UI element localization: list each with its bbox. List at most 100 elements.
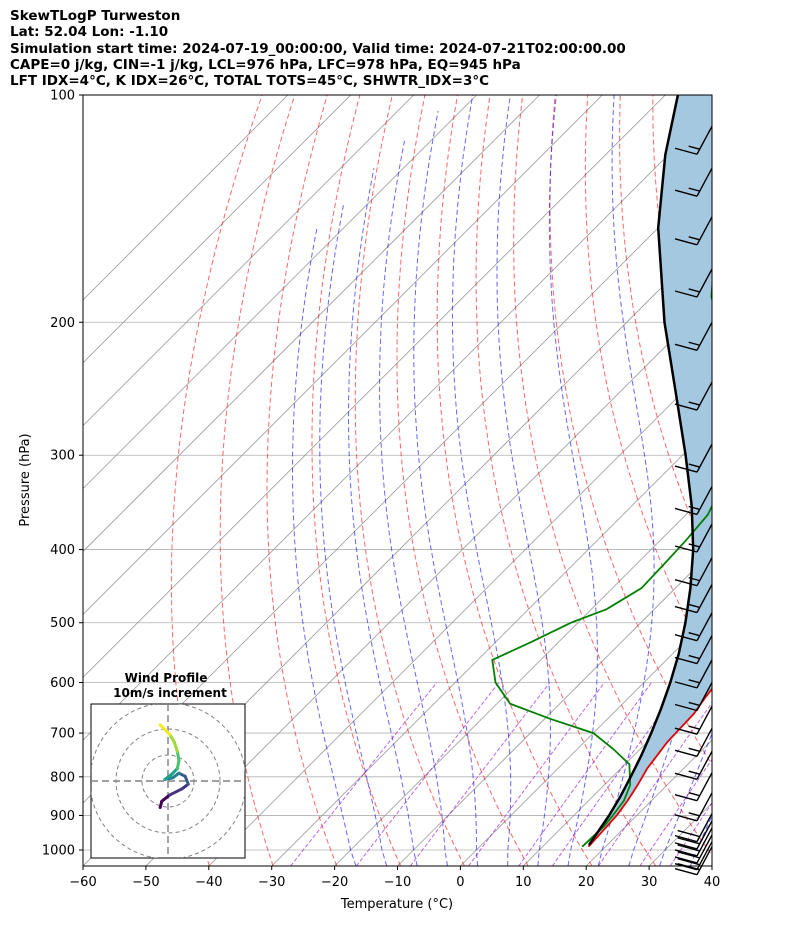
barb-half-flag <box>688 632 700 637</box>
mixing-ratio-line <box>468 682 605 866</box>
dry-adiabat <box>219 95 296 866</box>
mixing-ratio-line <box>518 682 653 866</box>
hodograph-content <box>91 704 245 858</box>
wind-barb <box>674 268 713 298</box>
y-tick-label: 100 <box>50 89 75 104</box>
cape-line: CAPE=0 j/kg, CIN=-1 j/kg, LCL=976 hPa, L… <box>10 56 521 73</box>
moist-adiabat <box>292 227 357 866</box>
barb-half-flag <box>688 401 700 406</box>
x-tick-label: −50 <box>132 875 159 890</box>
barb-flag <box>674 727 698 735</box>
moist-adiabat <box>451 95 512 866</box>
wind-barb <box>674 728 713 758</box>
barb-flag <box>674 290 698 298</box>
barb-half-flag <box>688 701 700 707</box>
axes: −60 −50 −40 −30 −20 −10 0 10 20 30 40 1000 900 800 700… <box>42 89 720 891</box>
barb-flag <box>674 403 698 411</box>
barb-flag <box>674 189 698 197</box>
dry-adiabat <box>619 95 712 569</box>
isotherm-line <box>460 613 712 866</box>
mixing-ratio-line <box>409 682 551 866</box>
barb-half-flag <box>688 187 700 192</box>
barb-flag <box>674 863 698 871</box>
barb-half-flag <box>688 654 700 660</box>
barb-flag <box>674 634 698 642</box>
dry-adiabat <box>266 95 338 866</box>
barb-flag <box>674 834 698 843</box>
chart-header: SkewTLogP Turweston Lat: 52.04 Lon: -1.1… <box>10 8 790 89</box>
dry-adiabat <box>475 95 657 866</box>
wind-barb <box>674 827 713 857</box>
wind-barb <box>674 682 713 712</box>
wind-barb <box>674 486 713 516</box>
barb-flag <box>677 829 700 838</box>
x-tick-label: −10 <box>384 875 411 890</box>
y-tick-label: 900 <box>50 809 75 824</box>
barb-flag <box>677 862 700 871</box>
hodograph-segment <box>175 749 181 763</box>
barb-flag <box>677 857 700 866</box>
barb-flag <box>674 545 698 553</box>
dry-adiabat <box>549 95 712 766</box>
dry-adiabat <box>354 95 465 866</box>
barb-half-flag <box>688 791 700 797</box>
wind-barb <box>674 813 713 843</box>
chart-title: SkewTLogP Turweston <box>10 8 181 24</box>
barb-half-flag <box>688 770 700 775</box>
moist-adiabat <box>597 95 655 866</box>
wind-barbs <box>674 125 713 876</box>
mixing-ratio-line <box>355 682 500 866</box>
wind-barb <box>674 705 713 735</box>
x-tick-label: 20 <box>578 875 595 890</box>
hodograph-inset: Wind Profile 10m/s increment <box>90 671 246 859</box>
barb-flag <box>674 147 698 155</box>
moist-adiabat <box>348 168 418 866</box>
dry-adiabat <box>718 95 794 866</box>
mixing-ratio-line <box>290 682 438 866</box>
isotherm-line <box>83 95 540 553</box>
moist-adiabat <box>379 140 448 866</box>
barb-flag <box>674 656 698 665</box>
wind-barb <box>674 841 713 871</box>
wind-barb <box>674 612 713 642</box>
mixing-ratio-line <box>597 701 712 866</box>
x-tick-label: −40 <box>195 875 222 890</box>
barb-flag <box>677 837 700 845</box>
barb-half-flag <box>688 341 700 346</box>
moist-adiabat <box>496 95 551 866</box>
barb-flag <box>674 465 698 473</box>
wind-barb <box>674 659 713 689</box>
barb-flag <box>674 578 698 587</box>
dewpoint-profile <box>491 277 712 848</box>
hodograph-subtitle: 10m/s increment <box>113 686 227 700</box>
x-tick-label: −30 <box>258 875 285 890</box>
barb-half-flag <box>688 812 700 817</box>
hodograph-title: Wind Profile <box>125 671 208 685</box>
barb-half-flag <box>688 679 700 684</box>
dry-adiabat <box>584 95 712 671</box>
wind-barb <box>674 125 713 155</box>
wind-barb <box>674 523 713 553</box>
moist-adiabat <box>721 95 794 866</box>
indices-line: LFT IDX=4°C, K IDX=26°C, TOTAL TOTS=45°C… <box>10 73 490 90</box>
dry-adiabat <box>513 95 712 857</box>
wind-barb <box>674 846 713 876</box>
wind-barb <box>674 557 713 587</box>
x-tick-label: −20 <box>321 875 348 890</box>
isotherm-line <box>83 95 289 301</box>
y-tick-label: 300 <box>50 449 75 464</box>
barb-half-flag <box>688 288 700 293</box>
hodograph-segment <box>168 787 184 797</box>
dry-adiabat <box>783 95 794 866</box>
x-tick-label: 40 <box>704 875 721 890</box>
isotherm-line <box>208 362 712 866</box>
y-tick-label: 500 <box>50 616 75 631</box>
wind-barb <box>674 321 713 351</box>
x-tick-label: 30 <box>641 875 658 890</box>
hodograph-segment <box>158 723 167 732</box>
x-axis-label: Temperature (°C) <box>340 897 453 912</box>
isotherm-line <box>334 488 712 866</box>
barb-flag <box>674 605 698 614</box>
isotherm-line <box>83 95 477 490</box>
wind-barb <box>674 216 713 246</box>
